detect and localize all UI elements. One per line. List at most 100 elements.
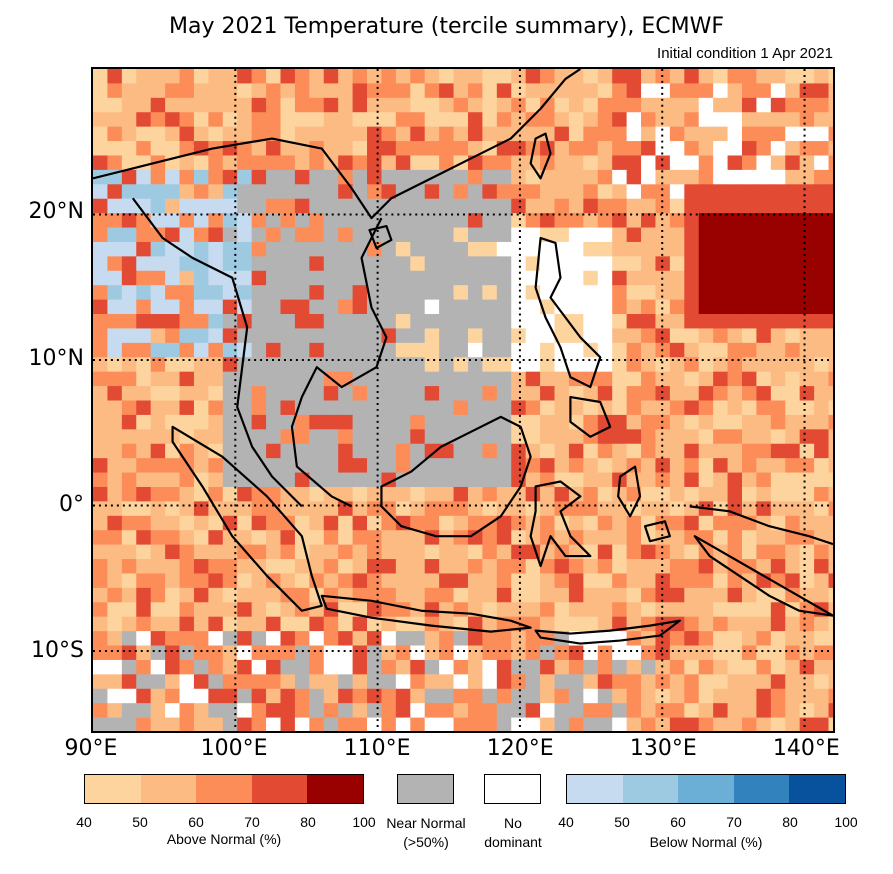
tercile-cell [410,256,426,272]
tercile-cell [756,414,772,430]
tercile-cell [828,530,833,546]
tercile-cell [540,703,556,719]
tercile-cell [136,357,152,373]
tercile-cell [698,141,714,156]
tercile-cell [828,299,833,315]
tercile-cell [150,429,166,445]
tercile-cell [338,299,354,315]
tercile-cell [698,112,714,128]
tercile-cell [165,645,181,661]
tercile-cell [698,703,714,719]
tercile-cell [554,241,570,257]
tercile-cell [828,155,833,171]
tercile-cell [395,342,411,358]
tercile-cell [150,400,166,416]
tercile-cell [525,198,541,214]
tercile-cell [482,631,498,647]
tercile-cell [410,703,426,719]
tercile-cell [338,515,354,531]
tercile-cell [338,631,354,647]
tercile-cell [193,227,209,243]
tercile-cell [338,544,354,560]
tercile-cell [439,213,455,229]
tercile-cell [367,631,382,647]
tercile-cell [785,169,801,185]
tercile-cell [222,83,238,99]
tercile-cell [136,559,152,574]
tercile-cell [93,357,108,373]
tercile-cell [251,530,267,546]
tercile-cell [208,241,224,257]
tercile-cell [323,241,339,257]
tercile-cell [770,458,786,474]
tercile-cell [698,414,714,430]
tercile-cell [612,227,628,243]
tercile-cell [741,645,757,661]
tercile-cell [208,198,224,214]
tercile-cell [439,559,455,574]
tercile-cell [424,213,440,229]
tercile-cell [352,616,368,632]
tercile-cell [439,400,455,416]
tercile-cell [424,314,440,329]
latitude-label: 20°N [28,199,84,225]
tercile-cell [251,515,267,531]
tercile-cell [467,314,483,329]
tercile-cell [208,645,224,661]
tercile-cell [453,573,469,589]
tercile-cell [208,285,224,301]
tercile-cell [698,515,714,531]
tercile-cell [121,429,137,445]
tercile-cell [266,357,281,373]
tercile-cell [121,83,137,99]
tercile-cell [107,602,123,618]
tercile-cell [713,270,729,286]
tercile-cell [785,285,801,301]
tercile-cell [727,126,743,142]
tercile-cell [540,515,556,531]
tercile-cell [352,83,368,99]
tercile-cell [756,530,772,546]
tercile-cell [323,443,339,459]
tercile-cell [280,112,296,128]
tercile-cell [381,126,397,142]
tercile-cell [597,515,613,531]
tercile-cell [395,270,411,286]
tercile-cell [251,631,267,647]
tercile-cell [367,602,382,618]
tercile-cell [150,386,166,401]
tercile-cell [727,530,743,546]
tercile-cell [107,270,123,286]
tercile-cell [395,501,411,517]
tercile-cell [554,674,570,690]
tercile-cell [511,357,527,373]
tercile-cell [381,486,397,502]
tercile-cell [193,544,209,560]
tercile-cell [395,703,411,719]
tercile-cell [193,126,209,142]
tercile-cell [467,97,483,113]
tercile-cell [150,573,166,589]
tercile-cell [756,400,772,416]
tercile-cell [698,443,714,459]
tercile-cell [655,559,671,574]
tercile-cell [93,674,108,690]
tercile-cell [612,126,628,142]
latitude-label: 10°S [31,638,84,664]
tercile-cell [410,429,426,445]
tercile-cell [453,414,469,430]
tercile-cell [165,328,181,344]
tercile-cell [150,328,166,344]
tercile-cell [294,559,310,574]
tercile-cell [583,587,599,603]
tercile-cell [294,472,310,488]
tercile-cell [641,674,656,690]
tercile-cell [756,688,772,704]
tercile-cell [93,241,108,257]
tercile-cell [222,458,238,474]
tercile-cell [424,69,440,84]
tercile-cell [439,386,455,401]
tercile-cell [165,486,181,502]
tercile-cell [568,314,584,329]
tercile-cell [323,501,339,517]
